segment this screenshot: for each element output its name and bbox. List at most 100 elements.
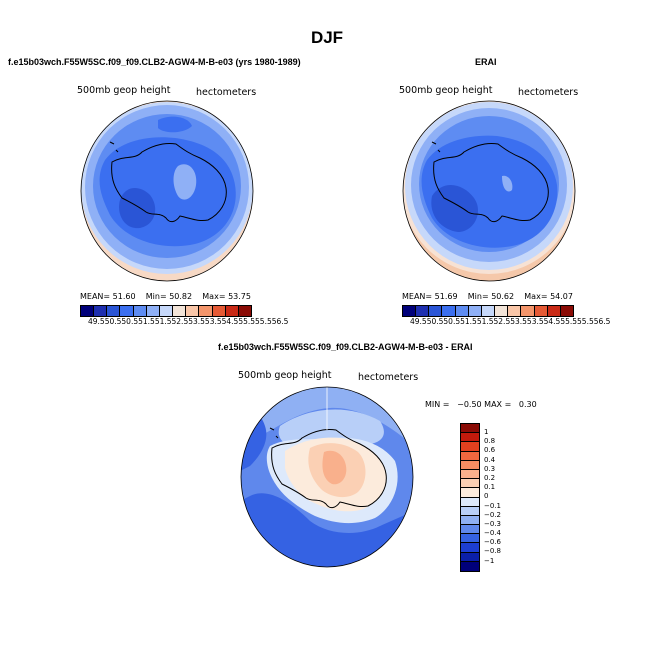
colorbar-swatch [133, 306, 147, 316]
panel-1-stats: MEAN= 51.60 Min= 50.82 Max= 53.75 [80, 292, 251, 301]
panel-2-units: hectometers [518, 87, 579, 98]
colorbar-label: 50.5 [443, 317, 461, 326]
panel-1-map [80, 100, 254, 282]
colorbar-label: 50.5 [104, 317, 122, 326]
colorbar-swatch [508, 306, 522, 316]
colorbar-swatch [461, 424, 479, 434]
colorbar-swatch [560, 306, 574, 316]
colorbar-label: 56.5 [593, 317, 611, 326]
panel-3-minmax: MIN = −0.50 MAX = 0.30 [425, 400, 537, 409]
colorbar-label: 56.5 [271, 317, 289, 326]
colorbar-swatch [481, 306, 496, 316]
colorbar-label: 51.5 [476, 317, 494, 326]
panel-1-title: f.e15b03wch.F55W5SC.f09_f09.CLB2-AGW4-M-… [8, 57, 301, 67]
panel-1-units: hectometers [196, 87, 257, 98]
panel-3-units: hectometers [358, 372, 419, 383]
colorbar-label: 51.5 [460, 317, 477, 326]
colorbar-swatch [81, 306, 95, 316]
colorbar-label: 53.5 [526, 317, 544, 326]
colorbar-label: 0.4 [484, 455, 496, 464]
colorbar-swatch [468, 306, 482, 316]
colorbar-swatch [429, 306, 443, 316]
colorbar-swatch [461, 552, 479, 562]
panel-3-colorbar-labels: 1 0.8 0.6 0.4 0.3 0.2 0.1 0 −0.1 −0.2 −0.3 −0.4 −0.6… [484, 428, 501, 566]
colorbar-swatch [461, 543, 479, 553]
colorbar-label: −0.2 [484, 510, 501, 519]
colorbar-swatch [461, 497, 479, 507]
panel-3-title: f.e15b03wch.F55W5SC.f09_f09.CLB2-AGW4-M-… [218, 342, 473, 352]
colorbar-swatch [534, 306, 548, 316]
colorbar-swatch [521, 306, 535, 316]
colorbar-swatch [547, 306, 561, 316]
colorbar-label: −0.1 [484, 501, 501, 510]
colorbar-swatch [461, 433, 479, 443]
panel-2-stats: MEAN= 51.69 Min= 50.62 Max= 54.07 [402, 292, 573, 301]
panel-2-variable: 500mb geop height [399, 85, 493, 96]
colorbar-swatch [461, 479, 479, 489]
colorbar-label: 55.5 [238, 317, 256, 326]
colorbar-label: 55.5 [560, 317, 578, 326]
colorbar-swatch [461, 442, 479, 452]
colorbar-swatch [461, 451, 479, 461]
colorbar-swatch [94, 306, 108, 316]
colorbar-label: 0.3 [484, 464, 496, 473]
colorbar-label: 49.5 [410, 317, 427, 326]
colorbar-label: −0.6 [484, 538, 501, 547]
colorbar-swatch [442, 306, 456, 316]
colorbar-label: −1 [484, 556, 495, 565]
colorbar-label: 52.5 [171, 317, 189, 326]
colorbar-swatch [416, 306, 430, 316]
colorbar-label: 53.5 [188, 317, 205, 326]
colorbar-swatch [461, 515, 479, 526]
colorbar-swatch [403, 306, 417, 316]
colorbar-label: 0.2 [484, 473, 496, 482]
colorbar-label: −0.8 [484, 547, 501, 556]
panel-2-colorbar: 49.5 50.5 50.5 51.5 51.5 52.5 53.5 53.5 54.5 55.5… [402, 305, 610, 326]
colorbar-label: 50.5 [121, 317, 139, 326]
panel-3-variable: 500mb geop height [238, 370, 332, 381]
colorbar-label: 54.5 [221, 317, 239, 326]
colorbar-label: 1 [484, 428, 489, 436]
panel-1-colorbar: 49.5 50.5 50.5 51.5 51.5 52.5 53.5 53.5 54.5 55.5… [80, 305, 288, 326]
colorbar-label: −0.4 [484, 529, 501, 538]
colorbar-label: 55.5 [255, 317, 272, 326]
colorbar-swatch [455, 306, 469, 316]
colorbar-swatch [461, 469, 479, 480]
colorbar-swatch [495, 306, 509, 316]
colorbar-swatch [461, 561, 479, 571]
colorbar-swatch [146, 306, 160, 316]
colorbar-label: 53.5 [204, 317, 222, 326]
colorbar-label: −0.3 [484, 519, 501, 528]
colorbar-label: 0.1 [484, 483, 496, 492]
colorbar-label: 55.5 [577, 317, 594, 326]
colorbar-label: 53.5 [510, 317, 527, 326]
colorbar-swatch [225, 306, 239, 316]
panel-1-variable: 500mb geop height [77, 85, 171, 96]
colorbar-label: 0 [484, 492, 489, 501]
panel-2-map [402, 100, 576, 282]
panel-3-colorbar [460, 423, 480, 572]
page-title: DJF [310, 28, 344, 47]
colorbar-label: 0.8 [484, 437, 496, 446]
colorbar-swatch [461, 506, 479, 516]
colorbar-swatch [199, 306, 213, 316]
colorbar-label: 49.5 [88, 317, 105, 326]
colorbar-swatch [173, 306, 187, 316]
colorbar-swatch [107, 306, 121, 316]
colorbar-label: 0.6 [484, 446, 496, 455]
colorbar-swatch [461, 488, 479, 498]
colorbar-label: 51.5 [138, 317, 155, 326]
colorbar-swatch [159, 306, 174, 316]
colorbar-swatch [212, 306, 226, 316]
colorbar-label: 52.5 [493, 317, 511, 326]
colorbar-label: 54.5 [543, 317, 561, 326]
colorbar-swatch [461, 534, 479, 544]
colorbar-swatch [238, 306, 252, 316]
colorbar-label: 51.5 [154, 317, 172, 326]
colorbar-swatch [461, 525, 479, 535]
colorbar-swatch [120, 306, 134, 316]
panel-3-map [240, 386, 414, 568]
colorbar-swatch [186, 306, 200, 316]
colorbar-swatch [461, 460, 479, 470]
colorbar-label: 50.5 [426, 317, 444, 326]
